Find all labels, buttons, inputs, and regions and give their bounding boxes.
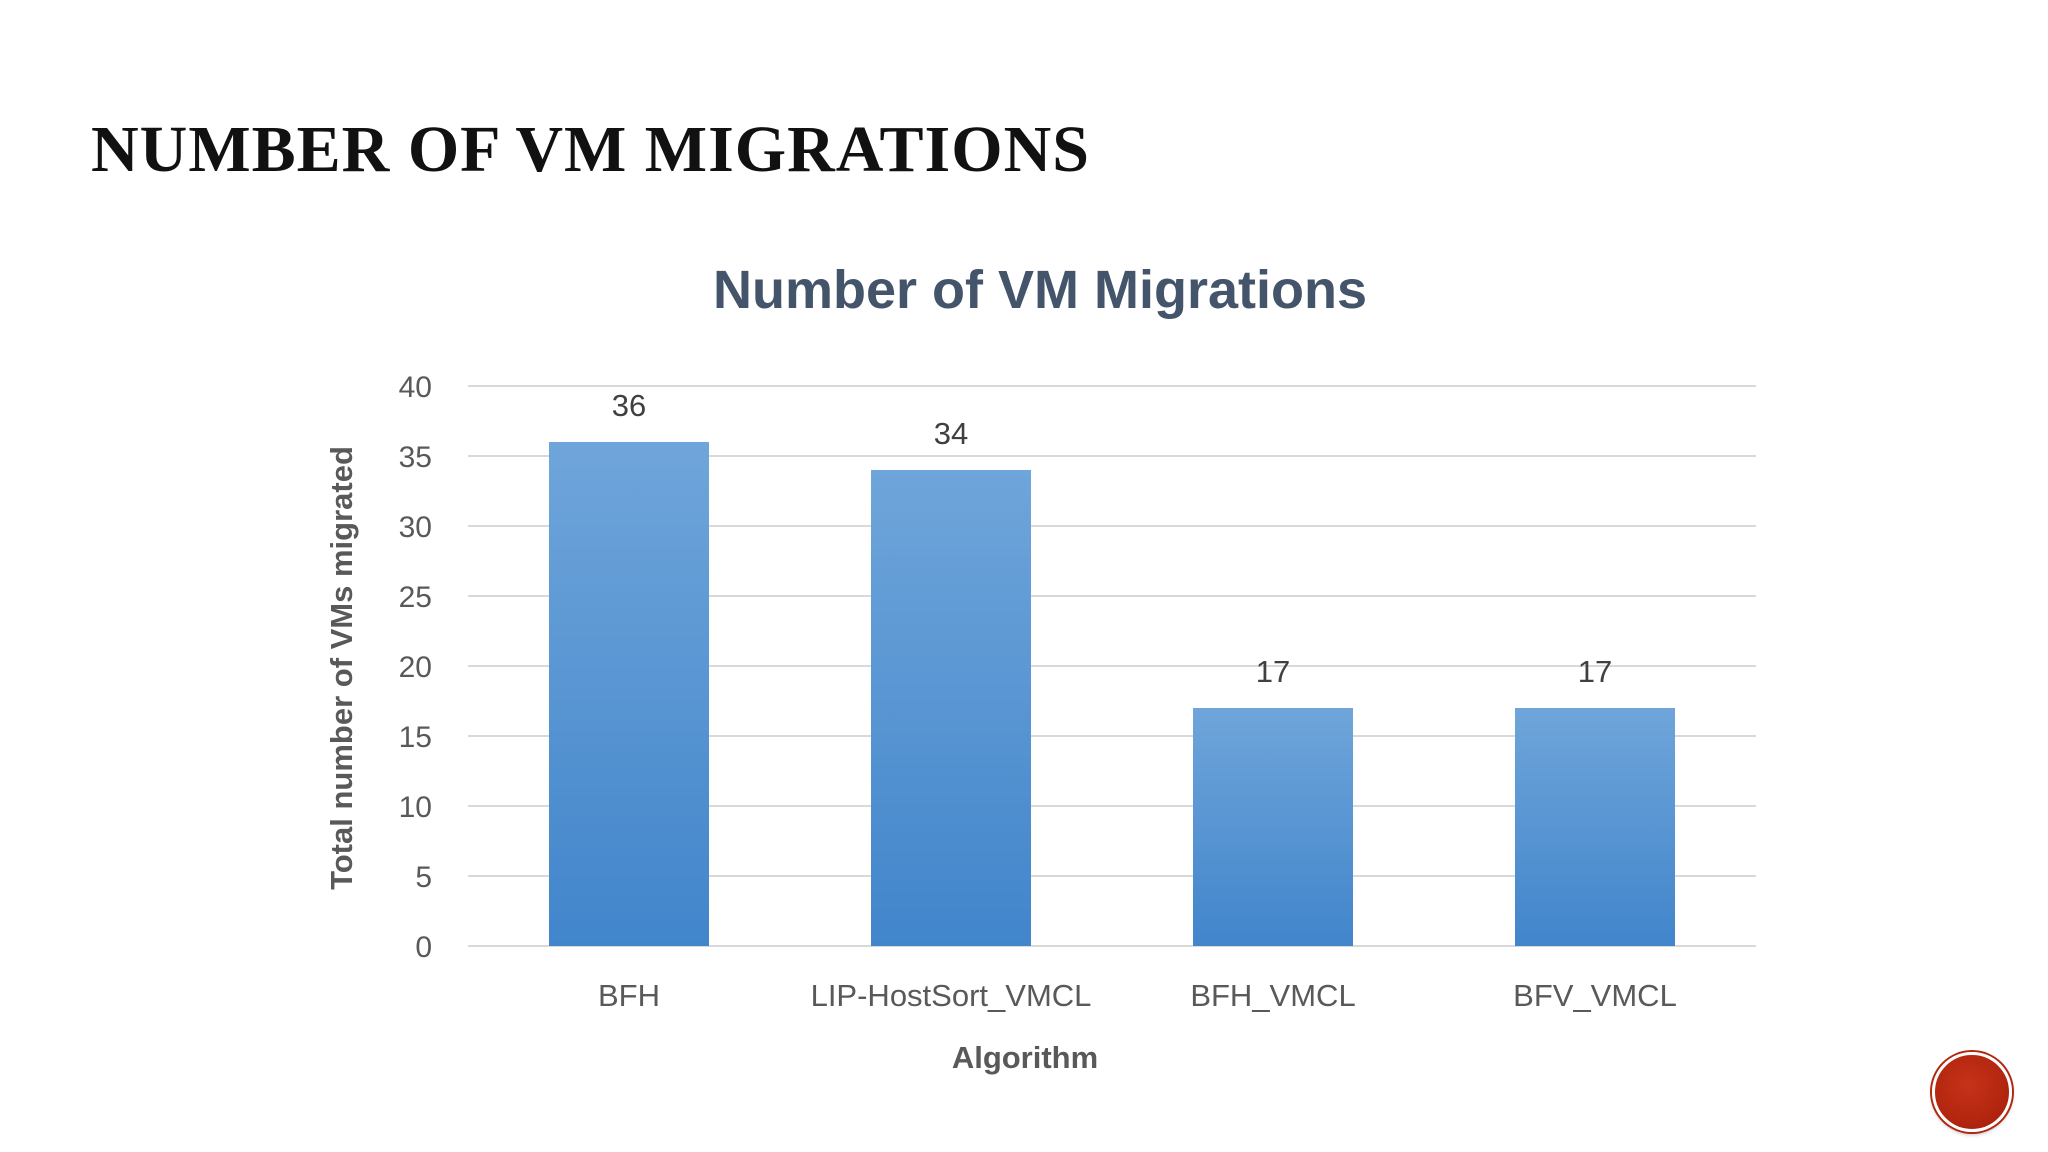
y-tick-label: 10 [399,791,432,824]
y-tick-label: 20 [399,651,432,684]
y-tick-label: 15 [399,721,432,754]
data-label: 17 [1578,654,1612,689]
y-tick-label: 25 [399,581,432,614]
y-tick-label: 0 [415,931,432,964]
category-label: LIP-HostSort_VMCL [811,978,1092,1013]
red-circle-button-icon[interactable] [1932,1052,2012,1132]
data-label: 36 [612,388,646,423]
y-axis-title: Total number of VMs migrated [324,446,359,890]
category-label: BFV_VMCL [1513,978,1677,1013]
y-tick-label: 30 [399,511,432,544]
slide-title: NUMBER OF VM MIGRATIONS [91,113,1090,186]
bars [549,442,1675,946]
x-axis-categories: BFH LIP-HostSort_VMCL BFH_VMCL BFV_VMCL [598,978,1677,1013]
data-label: 34 [934,416,968,451]
y-tick-label: 5 [415,861,432,894]
y-axis-ticks: 0 5 10 15 20 25 30 35 40 [399,371,432,964]
bar-bfh-vmcl [1193,708,1353,946]
bar-bfv-vmcl [1515,708,1675,946]
bar-lip-hostsort-vmcl [871,470,1031,946]
chart-title: Number of VM Migrations [713,260,1367,320]
data-label: 17 [1256,654,1290,689]
y-tick-label: 35 [399,441,432,474]
x-axis-title: Algorithm [952,1040,1098,1075]
y-tick-label: 40 [399,371,432,404]
data-labels: 36 34 17 17 [612,388,1612,689]
category-label: BFH_VMCL [1190,978,1355,1013]
category-label: BFH [598,978,660,1013]
bar-bfh [549,442,709,946]
